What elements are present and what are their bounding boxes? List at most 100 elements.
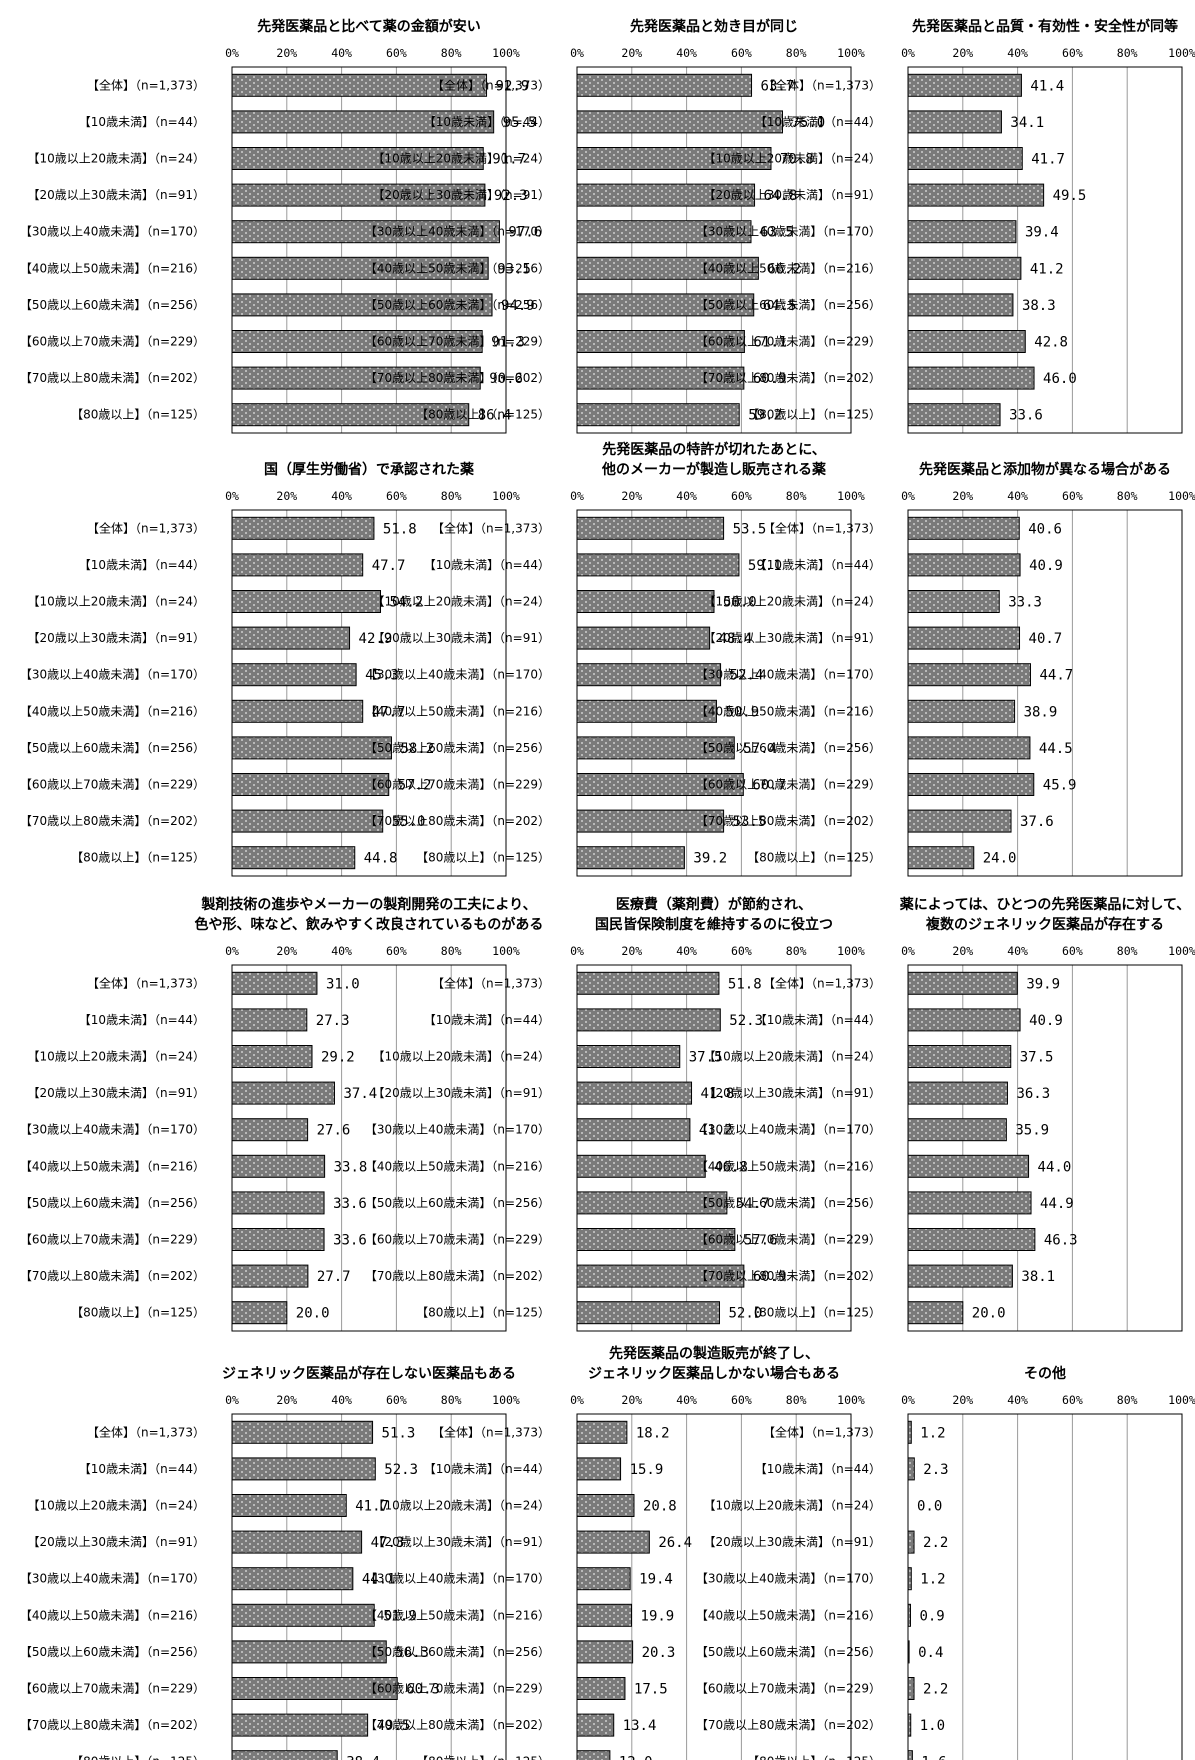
data-label: 57.2 bbox=[398, 778, 432, 794]
axis-tick-label: 40% bbox=[676, 944, 697, 958]
axis-tick-label: 100% bbox=[492, 46, 520, 60]
category-label: 【60歳以上70歳未満】（n=229） bbox=[20, 1233, 205, 1247]
category-label: 【30歳以上40歳未満】（n=170） bbox=[20, 1572, 205, 1586]
category-label: 【10歳未満】（n=44） bbox=[424, 558, 550, 572]
data-label: 53.5 bbox=[733, 814, 767, 830]
bar bbox=[907, 1081, 1008, 1105]
bar bbox=[907, 1603, 911, 1627]
category-label: 【50歳以上60歳未満】（n=256） bbox=[696, 1196, 881, 1210]
data-label: 2.2 bbox=[923, 1682, 948, 1698]
bar bbox=[907, 1567, 912, 1591]
bar bbox=[907, 1713, 912, 1737]
data-label: 92.3 bbox=[494, 188, 528, 204]
axis-tick-label: 100% bbox=[1168, 944, 1195, 958]
plot-frame bbox=[231, 509, 507, 877]
data-label: 57.4 bbox=[743, 741, 777, 757]
data-label: 41.2 bbox=[699, 1123, 733, 1139]
data-label: 0.4 bbox=[918, 1645, 943, 1661]
bar bbox=[231, 1008, 308, 1032]
chart-title: 先発医薬品と効き目が同じ bbox=[630, 18, 798, 35]
category-label: 【80歳以上】（n=125） bbox=[71, 1755, 205, 1760]
axis-tick-label: 20% bbox=[621, 489, 642, 503]
data-label: 52.3 bbox=[384, 1462, 418, 1478]
bar bbox=[231, 403, 470, 427]
bar bbox=[231, 1530, 363, 1554]
category-label: 【70歳以上80歳未満】（n=202） bbox=[365, 1269, 550, 1283]
data-label: 60.3 bbox=[406, 1682, 440, 1698]
data-label: 48.4 bbox=[719, 631, 753, 647]
axis-tick-label: 0% bbox=[570, 944, 584, 958]
category-label: 【50歳以上60歳未満】（n=256） bbox=[20, 1196, 205, 1210]
bar bbox=[907, 736, 1031, 760]
data-label: 91.7 bbox=[492, 152, 526, 168]
data-label: 56.3 bbox=[395, 1645, 429, 1661]
data-label: 41.2 bbox=[1030, 261, 1064, 277]
data-label: 49.5 bbox=[377, 1718, 411, 1734]
bar bbox=[231, 256, 489, 280]
bar bbox=[907, 183, 1045, 207]
category-label: 【10歳以上20歳未満】（n=24） bbox=[373, 1499, 550, 1513]
axis-tick-label: 100% bbox=[837, 489, 865, 503]
category-label: 【60歳以上70歳未満】（n=229） bbox=[365, 1233, 550, 1247]
data-label: 33.6 bbox=[333, 1233, 367, 1249]
plot-frame bbox=[576, 66, 852, 434]
data-label: 24.0 bbox=[983, 851, 1017, 867]
axis-tick-label: 100% bbox=[1168, 46, 1195, 60]
category-label: 【20歳以上30歳未満】（n=91） bbox=[373, 631, 550, 645]
data-label: 33.6 bbox=[333, 1196, 367, 1212]
bar bbox=[576, 183, 756, 207]
bar bbox=[231, 1640, 387, 1664]
bar bbox=[576, 1457, 622, 1481]
data-label: 51.9 bbox=[383, 1608, 417, 1624]
data-label: 20.0 bbox=[972, 1306, 1006, 1322]
bar bbox=[576, 736, 735, 760]
category-label: 【70歳以上80歳未満】（n=202） bbox=[20, 1718, 205, 1732]
bar bbox=[907, 330, 1026, 353]
bar bbox=[907, 73, 1022, 97]
category-label: 【40歳以上50歳未満】（n=216） bbox=[365, 1159, 550, 1173]
bar bbox=[231, 590, 382, 613]
data-label: 2.2 bbox=[923, 1535, 948, 1551]
data-label: 37.5 bbox=[689, 1050, 723, 1066]
axis-tick-label: 60% bbox=[1062, 46, 1083, 60]
axis-tick-label: 20% bbox=[276, 1393, 297, 1407]
axis-tick-label: 80% bbox=[786, 489, 807, 503]
plot-frame bbox=[907, 1413, 1183, 1760]
bar bbox=[576, 1228, 736, 1251]
category-label: 【10歳未満】（n=44） bbox=[755, 1013, 881, 1027]
bar bbox=[231, 699, 364, 723]
bar bbox=[907, 1530, 915, 1554]
bar bbox=[576, 1640, 634, 1664]
data-label: 97.6 bbox=[508, 225, 542, 241]
data-label: 51.8 bbox=[728, 976, 762, 992]
category-label: 【30歳以上40歳未満】（n=170） bbox=[696, 225, 881, 239]
bar bbox=[576, 699, 717, 723]
category-label: 【10歳以上20歳未満】（n=24） bbox=[28, 152, 205, 166]
bar bbox=[576, 110, 783, 134]
bar bbox=[231, 1191, 325, 1215]
data-label: 94.9 bbox=[501, 298, 535, 314]
category-label: 【全体】（n=1,373） bbox=[763, 520, 881, 535]
category-label: 【60歳以上70歳未満】（n=229） bbox=[365, 335, 550, 349]
axis-tick-label: 100% bbox=[1168, 1393, 1195, 1407]
data-label: 2.3 bbox=[923, 1462, 948, 1478]
data-label: 86.4 bbox=[478, 408, 512, 424]
bar bbox=[576, 1713, 615, 1737]
bar bbox=[231, 736, 392, 760]
category-label: 【20歳以上30歳未満】（n=91） bbox=[28, 1535, 205, 1549]
axis-tick-label: 60% bbox=[731, 46, 752, 60]
bar bbox=[907, 1640, 910, 1664]
bar bbox=[231, 183, 486, 207]
category-label: 【40歳以上50歳未満】（n=216） bbox=[696, 1608, 881, 1622]
data-label: 46.3 bbox=[1044, 1233, 1078, 1249]
bar bbox=[907, 220, 1017, 244]
category-label: 【20歳以上30歳未満】（n=91） bbox=[373, 1535, 550, 1549]
data-label: 39.9 bbox=[1026, 976, 1060, 992]
chart-title: 国民皆保険制度を維持するのに役立つ bbox=[595, 916, 833, 933]
data-label: 95.5 bbox=[503, 115, 537, 131]
data-label: 0.0 bbox=[917, 1499, 942, 1515]
category-label: 【全体】（n=1,373） bbox=[87, 975, 205, 990]
bar bbox=[576, 1603, 633, 1627]
axis-tick-label: 80% bbox=[441, 1393, 462, 1407]
category-label: 【10歳以上20歳未満】（n=24） bbox=[704, 1050, 881, 1064]
